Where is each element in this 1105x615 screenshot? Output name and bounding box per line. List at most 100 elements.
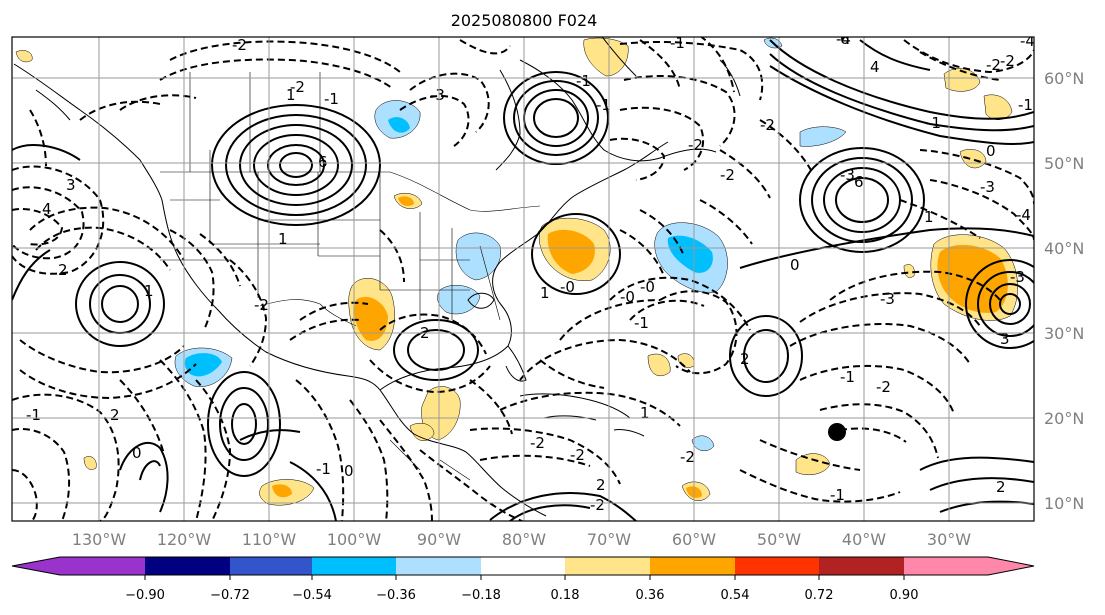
contour-label-group: 3 2 4 6 1 6 -2 -3 -4 -1 -1 1 -2 2 -2 -1 … (26, 30, 1035, 514)
contour-label: -2 (590, 496, 605, 514)
contour-label: -1 (26, 406, 41, 424)
lon-label: 30°W (927, 530, 971, 549)
contour-label: -1 (926, 114, 941, 132)
colorbar-tick-label: 0.36 (636, 588, 665, 603)
shade-light-blue (799, 126, 847, 147)
contour-label: -1 (316, 460, 331, 478)
colorbar-high-extend (988, 557, 1034, 575)
shade-blue (388, 117, 410, 133)
contour-label: 4 (870, 58, 880, 76)
shade-orange (398, 196, 414, 206)
contour-label: 0 (790, 256, 800, 274)
colorbar-segment (735, 557, 819, 575)
contour-label: -2 (232, 36, 247, 54)
graticule (12, 37, 1034, 521)
colorbar-tick-label: −0.54 (292, 588, 332, 603)
contour-label: 1 (144, 282, 154, 300)
contour-lines (12, 37, 1034, 521)
contour-label: 2 (740, 350, 750, 368)
contour-label: -0 (640, 278, 655, 296)
lon-label: 110°W (242, 530, 297, 549)
colorbar-segment (565, 557, 650, 575)
contour-label: -2 (254, 296, 269, 314)
lon-label: 70°W (587, 530, 631, 549)
shade-light-yellow (83, 456, 97, 470)
colorbar-segment (312, 557, 396, 575)
contour-label: 6 (840, 30, 850, 48)
contour-label: -4 (1020, 32, 1035, 50)
contour-label: -0 (560, 278, 575, 296)
contour-label: 6 (854, 173, 864, 191)
lat-label: 60°N (1044, 69, 1084, 88)
shade-light-blue (691, 435, 715, 452)
colorbar-segment (650, 557, 735, 575)
lat-label: 50°N (1044, 154, 1084, 173)
shade-blue (667, 235, 713, 273)
contour-label: -1 (576, 72, 591, 90)
contour-label: -2 (290, 78, 305, 96)
coastlines (13, 37, 741, 517)
contour-label: 4 (42, 200, 52, 218)
contour-label: -2 (570, 446, 585, 464)
contour-label: 1 (640, 404, 650, 422)
colorbar-tick-label: −0.90 (125, 588, 165, 603)
contour-label: -3 (880, 290, 895, 308)
colorbar-tick-label: −0.36 (376, 588, 416, 603)
colorbar-tick-label: 0.90 (890, 588, 919, 603)
map-title: 2025080800 F024 (451, 11, 598, 30)
longitude-labels: 130°W 120°W 110°W 100°W 90°W 80°W 70°W 6… (72, 530, 971, 549)
contour-label: -2 (530, 434, 545, 452)
lat-label: 10°N (1044, 494, 1084, 513)
anomaly-shading (15, 37, 1018, 506)
contour-label: 2 (596, 476, 606, 494)
contour-label: -3 (430, 86, 445, 104)
shade-blue (184, 353, 222, 377)
contour-label: 2 (58, 261, 68, 279)
contour-label: 1 (286, 86, 296, 104)
colorbar-tick-label: 0.54 (721, 588, 750, 603)
contour-label: -2 (986, 56, 1001, 74)
contour-label: -1 (324, 90, 339, 108)
contour-label: -1 (840, 368, 855, 386)
colorbar-tick-label: −0.72 (210, 588, 250, 603)
contour-label: -2 (876, 378, 891, 396)
colorbar-tick-label: 0.18 (551, 588, 580, 603)
colorbar-outline (11, 556, 1035, 576)
colorbar-segment (819, 557, 904, 575)
contour-label: -1 (830, 486, 845, 504)
contour-label: -2 (720, 166, 735, 184)
contour-label: -1 (1018, 96, 1033, 114)
shade-light-yellow (647, 353, 671, 376)
shade-light-yellow (421, 386, 461, 441)
lon-label: 60°W (672, 530, 716, 549)
contour-label: -4 (1016, 206, 1031, 224)
contour-label: -2 (688, 136, 703, 154)
contour-label: -3 (980, 178, 995, 196)
colorbar-tick-label: 0.72 (805, 588, 834, 603)
shade-light-yellow (983, 94, 1013, 120)
contour-label: -4 (836, 30, 851, 48)
colorbar-segment (230, 557, 312, 575)
contour-label: 0 (132, 444, 142, 462)
map-frame (11, 36, 1035, 522)
colorbar-low-extend (12, 557, 60, 575)
colorbar-segment (396, 557, 481, 575)
contour-label: -0 (620, 288, 635, 306)
contour-label: -3 (1010, 268, 1025, 286)
shade-light-yellow (583, 37, 629, 77)
contour-label: -3 (840, 166, 855, 184)
colorbar: −0.90 −0.72 −0.54 −0.36 −0.18 0.18 0.36 … (11, 556, 1035, 603)
contour-label: 1 (540, 284, 550, 302)
latitude-labels: 60°N 50°N 40°N 30°N 20°N 10°N (1044, 69, 1084, 513)
lat-label: 40°N (1044, 239, 1084, 258)
colorbar-tick-label: −0.18 (461, 588, 501, 603)
lat-label: 20°N (1044, 409, 1084, 428)
colorbar-segment (481, 557, 565, 575)
contour-label: 0 (986, 142, 996, 160)
shade-light-yellow (15, 50, 33, 63)
location-marker-dot (828, 423, 846, 441)
contour-label: 1 (278, 230, 288, 248)
contour-label: 1 (924, 208, 934, 226)
lon-label: 50°W (757, 530, 801, 549)
